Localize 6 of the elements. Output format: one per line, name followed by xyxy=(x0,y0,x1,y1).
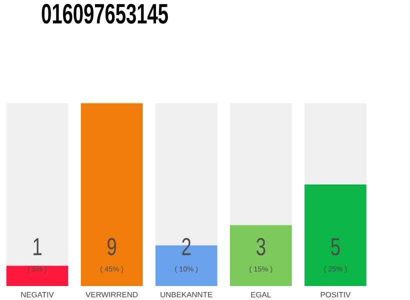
data-label: 3 xyxy=(256,238,266,256)
bar xyxy=(6,266,68,286)
data-label: 1 xyxy=(34,238,42,255)
chart-title: 016097653145 xyxy=(42,4,168,24)
data-label: 9 xyxy=(108,238,116,256)
data-label: 5 xyxy=(331,238,340,256)
